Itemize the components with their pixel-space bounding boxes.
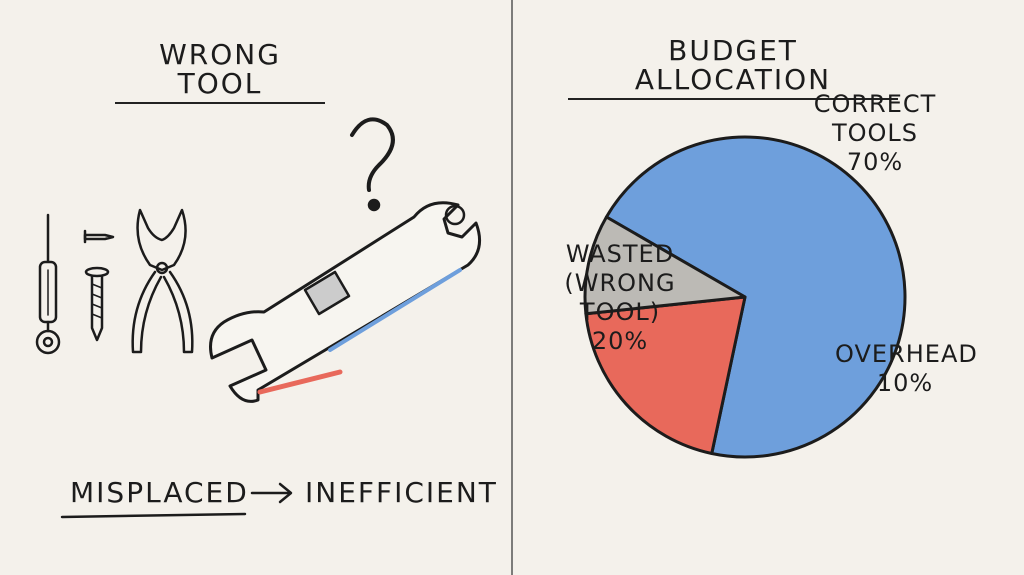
category-label: CORRECT TOOLS [813,90,937,147]
slice-label: OVERHEAD 10% [835,340,978,398]
caption-from: MISPLACED [70,476,249,509]
category-label: OVERHEAD [835,340,978,368]
pie-slice [604,135,907,459]
screws [83,229,115,342]
pie [583,135,907,459]
pie-slice [583,215,747,316]
value-label: 20% [591,327,649,355]
question-mark [350,117,395,212]
left-title: WRONG TOOL [115,40,325,104]
screwdriver [35,213,61,355]
caption-underline [60,512,247,519]
category-label: WASTED (WRONG TOOL) [564,240,676,326]
slice-label: WASTED (WRONG TOOL) 20% [545,240,695,356]
value-label: 10% [876,369,934,397]
value-label: 70% [846,148,904,176]
pliers [131,208,194,354]
pie-slice [584,295,747,456]
wrench [209,201,482,403]
chart-title: BUDGET ALLOCATION [568,36,898,100]
arrow [250,482,293,504]
caption-to: INEFFICIENT [305,476,498,509]
slice-label: CORRECT TOOLS 70% [805,90,945,177]
